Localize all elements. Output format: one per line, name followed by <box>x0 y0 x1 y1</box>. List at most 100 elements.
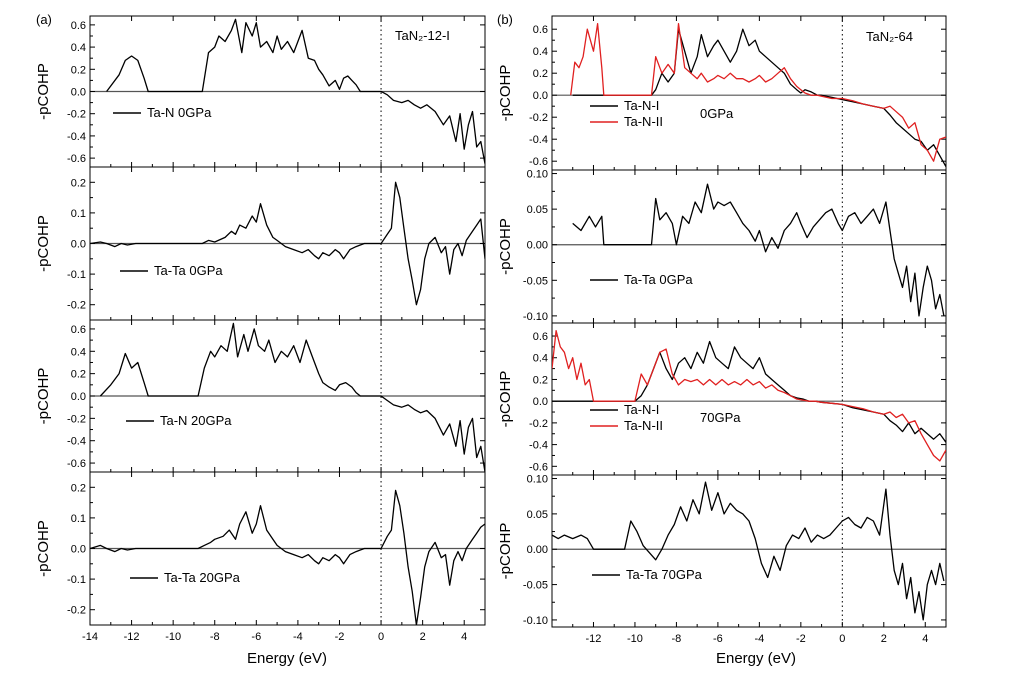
legend-label: Ta-N-I <box>624 98 659 113</box>
y-tick-label: 0.00 <box>527 240 548 252</box>
legend-pressure: 70GPa <box>700 410 741 425</box>
x-tick-label: 4 <box>461 631 467 643</box>
y-tick-label: -0.2 <box>529 418 548 430</box>
legend-label: Ta-Ta 0GPa <box>154 263 223 278</box>
y-tick-label: 0.6 <box>533 24 548 36</box>
series-group <box>570 23 946 168</box>
y-tick-label: 0.0 <box>71 544 86 556</box>
legend-label: Ta-Ta 0GPa <box>624 272 693 287</box>
x-tick-label: 4 <box>922 633 928 645</box>
y-tick-label: 0.2 <box>71 177 86 189</box>
legend-label: Ta-N-II <box>624 114 663 129</box>
legend-label: Ta-N-I <box>624 402 659 417</box>
x-tick-label: -10 <box>165 631 181 643</box>
x-tick-label: -10 <box>627 633 643 645</box>
y-axis-title: -pCOHP <box>497 523 514 580</box>
panel-frame <box>551 322 947 476</box>
series-group <box>90 489 485 625</box>
structure-annotation: TaN₂-64 <box>866 29 913 44</box>
y-tick-label: -0.2 <box>529 112 548 124</box>
y-tick-label: -0.2 <box>67 605 86 617</box>
y-tick-label: -0.4 <box>67 131 86 143</box>
y-axis-title: -pCOHP <box>35 63 52 120</box>
y-axis-title: -pCOHP <box>497 218 514 275</box>
y-tick-label: 0.2 <box>71 64 86 76</box>
y-tick-label: -0.1 <box>67 574 86 586</box>
series-line-ta-n <box>99 322 485 472</box>
y-tick-label: -0.6 <box>67 153 86 165</box>
x-tick-label: -12 <box>124 631 140 643</box>
panel-a-0: -0.6 -0.4 -0.2 0.0 0.2 0.4 0.6 -pCOHP Ta-N 0GPa T… <box>35 15 486 168</box>
series-group <box>552 329 946 462</box>
y-tick-label: -0.2 <box>67 109 86 121</box>
panel-a-2: -0.6 -0.4 -0.2 0.0 0.2 0.4 0.6 -pCOHP Ta-N 20GPa <box>35 319 486 473</box>
x-tick-label: 2 <box>420 631 426 643</box>
series-line-ta-n-ii <box>552 329 946 462</box>
y-tick-label: 0.1 <box>71 513 86 525</box>
y-tick-label: 0.05 <box>527 204 548 216</box>
y-tick-label: 0.05 <box>527 509 548 521</box>
y-tick-label: 0.4 <box>71 346 86 358</box>
y-tick-label: -0.05 <box>523 275 548 287</box>
y-tick-label: -0.4 <box>67 436 86 448</box>
x-tick-label: -2 <box>335 631 345 643</box>
panel-frame <box>551 169 947 324</box>
x-tick-label: -8 <box>672 633 682 645</box>
y-tick-label: 0.2 <box>533 68 548 80</box>
y-tick-label: 0.6 <box>71 324 86 336</box>
legend-label: Ta-Ta 70GPa <box>626 567 703 582</box>
y-tick-label: 0.1 <box>71 208 86 220</box>
x-tick-label: -2 <box>796 633 806 645</box>
x-axis-title-b: Energy (eV) <box>716 650 796 667</box>
legend-pressure: 0GPa <box>700 106 734 121</box>
y-tick-label: 0.6 <box>71 20 86 32</box>
series-line-ta-n <box>106 18 485 164</box>
y-tick-label: 0.4 <box>533 353 548 365</box>
x-tick-label: 2 <box>881 633 887 645</box>
legend-label: Ta-N-II <box>624 418 663 433</box>
x-tick-label: 0 <box>378 631 384 643</box>
y-tick-label: 0.6 <box>533 331 548 343</box>
y-tick-label: -0.4 <box>529 134 548 146</box>
y-tick-label: -0.05 <box>523 580 548 592</box>
y-axis-title: -pCOHP <box>497 371 514 428</box>
y-tick-label: 0.4 <box>71 42 86 54</box>
y-axis-title: -pCOHP <box>497 65 514 122</box>
series-group <box>572 183 945 317</box>
y-tick-label: -0.6 <box>529 461 548 473</box>
x-tick-label: 0 <box>839 633 845 645</box>
y-tick-label: 0.2 <box>71 369 86 381</box>
y-tick-label: -0.10 <box>523 311 548 323</box>
y-tick-label: 0.00 <box>527 544 548 556</box>
y-axis-title: -pCOHP <box>35 215 52 272</box>
y-tick-label: 0.0 <box>71 87 86 99</box>
x-tick-label: -8 <box>210 631 220 643</box>
y-tick-label: 0.0 <box>71 239 86 251</box>
y-tick-label: -0.6 <box>67 458 86 470</box>
y-tick-label: -0.10 <box>523 615 548 627</box>
legend-label: Ta-Ta 20GPa <box>164 570 241 585</box>
y-axis-title: -pCOHP <box>35 520 52 577</box>
x-tick-label: -4 <box>754 633 764 645</box>
panel-label-a: (a) <box>36 12 52 27</box>
panel-a-1: -0.2 -0.1 0.0 0.1 0.2 -pCOHP Ta-Ta 0GPa <box>35 166 486 321</box>
x-tick-label: -4 <box>293 631 303 643</box>
series-group <box>90 181 485 306</box>
series-group <box>106 18 485 164</box>
y-tick-label: 0.2 <box>533 374 548 386</box>
x-axis-title-a: Energy (eV) <box>247 650 327 667</box>
series-line-ta-ta <box>552 481 945 621</box>
y-tick-label: 0.2 <box>71 482 86 494</box>
series-line-ta-n-i <box>552 340 946 443</box>
y-axis-title: -pCOHP <box>35 368 52 425</box>
y-tick-label: 0.10 <box>527 474 548 486</box>
x-tick-label: -6 <box>251 631 261 643</box>
series-line-ta-n-ii <box>570 23 946 162</box>
series-group <box>552 481 945 621</box>
x-tick-label: -6 <box>713 633 723 645</box>
structure-annotation: TaN₂-12-I <box>395 28 450 43</box>
series-line-ta-ta <box>572 183 945 317</box>
series-line-ta-ta <box>90 489 485 625</box>
panel-b-2: -0.6 -0.4 -0.2 0.0 0.2 0.4 0.6 -pCOHP Ta-N-ITa-N… <box>497 322 947 476</box>
